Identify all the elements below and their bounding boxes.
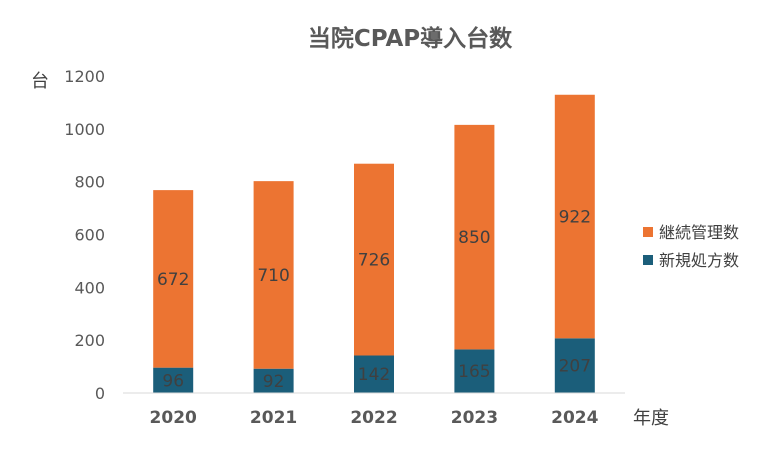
bar-segment (454, 124, 495, 350)
y-tick-label: 600 (74, 226, 105, 245)
legend-label: 継続管理数 (659, 223, 739, 242)
y-axis-label: 台 (31, 71, 49, 92)
y-tick-label: 400 (74, 278, 105, 297)
data-label: 96 (162, 371, 184, 391)
legend-swatch (643, 255, 653, 265)
y-tick-label: 800 (74, 173, 105, 192)
bar-segment (354, 355, 394, 393)
x-axis: 2020 2021 2022 2023 2024 (150, 408, 599, 428)
data-label: 710 (257, 266, 289, 286)
x-tick-label: 2023 (451, 408, 498, 428)
bar-segment (354, 163, 394, 356)
bar-segment (554, 338, 595, 393)
x-tick-label: 2020 (150, 408, 197, 428)
bar-segment (454, 349, 495, 393)
data-label: 672 (157, 270, 189, 290)
bar-segment (153, 190, 194, 368)
legend-label: 新規処方数 (659, 251, 739, 270)
y-tick-label: 200 (74, 331, 105, 350)
plot-area: 96 672 92 710 142 726 165 850 207 922 (153, 94, 595, 393)
x-tick-label: 2024 (551, 408, 598, 428)
bar-segment (153, 367, 194, 393)
data-label: 92 (263, 372, 285, 392)
bar-segment (253, 368, 294, 393)
data-label: 922 (559, 208, 591, 228)
y-tick-label: 1200 (64, 67, 105, 86)
y-tick-label: 1000 (64, 120, 105, 139)
data-label: 142 (358, 365, 390, 385)
x-axis-label: 年度 (633, 408, 669, 429)
data-label: 207 (559, 357, 591, 377)
data-label: 726 (358, 251, 390, 271)
data-label: 850 (458, 228, 490, 248)
legend-swatch (643, 227, 653, 237)
x-tick-label: 2022 (350, 408, 397, 428)
data-label: 165 (458, 362, 490, 382)
bar-segment (554, 94, 595, 339)
y-tick-label: 0 (95, 384, 105, 403)
y-axis: 0 200 400 600 800 1000 1200 (64, 67, 105, 403)
bar-segment (253, 181, 294, 369)
x-tick-label: 2021 (250, 408, 297, 428)
chart-title: 当院CPAP導入台数 (308, 25, 513, 52)
